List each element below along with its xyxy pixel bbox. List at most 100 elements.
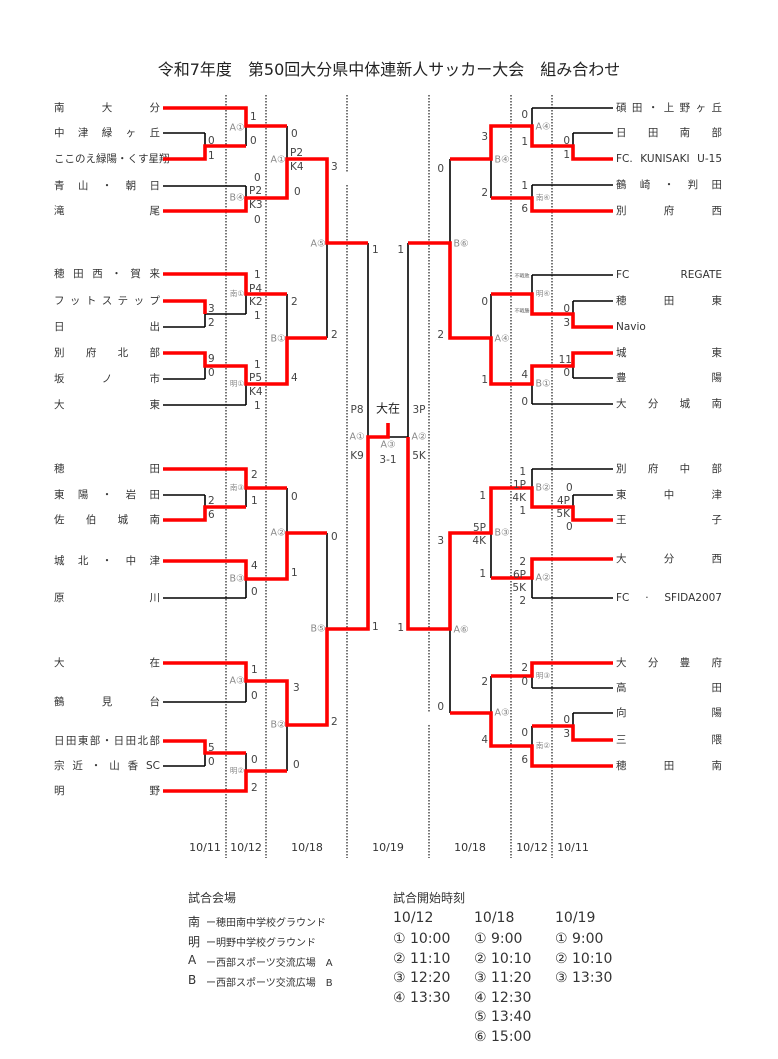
match-score: 1 [250,111,257,123]
match-venue-label: 明④ [536,289,550,298]
match-score: 5K [512,582,527,594]
match-score: 1 [372,244,379,256]
match-score: 1 [251,664,258,676]
match-score: 0 [251,690,258,702]
final-venue-label: A③ [380,440,395,451]
match-venue-label: B① [270,334,285,345]
match-score: 5P [473,522,486,534]
match-score: 1 [254,359,261,371]
match-score: 0 [254,172,261,184]
venue-name: ー明野中学校グラウンド [206,938,316,949]
match-venue-label: 南④ [536,192,550,202]
match-score: 3 [481,131,488,143]
match-venue-label: B④ [229,193,244,204]
match-score: 0 [521,727,528,739]
match-score: 4K [472,535,487,547]
team-name-right: 向陽 [616,707,722,719]
match-venue-label: B⑤ [310,624,325,635]
venue-name: ー西部スポーツ交流広場 A [206,958,333,969]
team-name-left: 坂ノ市 [54,373,160,385]
start-time: ③ 11:20 [474,970,532,986]
team-name-right: 三隈 [616,734,722,746]
winner-path [163,467,287,490]
team-name-right: 豊陽 [616,372,722,384]
winner-path [406,437,613,631]
match-score: 1 [397,622,404,634]
team-name-right: 城東 [616,347,722,359]
match-score: K4 [290,161,304,173]
team-name-right: 鶴崎・判田 [616,179,722,191]
match-score: 4 [291,372,298,384]
start-time: ② 10:10 [474,950,532,967]
winner-path [163,299,207,314]
team-name-right: FC. KUNISAKI U-15 [616,153,722,165]
match-score: 1 [563,149,570,161]
match-score: P2 [290,147,303,159]
team-name-right: 穂田南 [616,760,722,772]
venue-legend-heading: 試合会場 [188,891,237,905]
start-time: ⑤ 13:40 [474,1009,532,1025]
team-name-left: 明野 [54,785,160,797]
match-score: 6 [208,509,215,521]
match-score: 0 [331,531,338,543]
match-score: 3 [563,728,570,740]
match-venue-label: A③ [229,676,244,687]
winner-path [491,196,613,213]
match-venue-label: A② [535,573,550,584]
match-score: 2 [519,556,526,568]
match-score: 0 [437,701,444,713]
match-score: 0 [521,396,528,408]
team-name-right: FC · SFIDA2007 [616,592,722,604]
start-time: ② 10:10 [555,950,613,967]
team-name-right: FC REGATE [616,269,722,281]
match-score: 1 [208,150,215,162]
match-score: 0 [563,367,570,379]
venue-key: A [188,953,197,967]
match-score: 2 [291,296,298,308]
venue-key: 南 [188,915,201,929]
team-name-left: 城北・中津 [54,555,160,567]
match-score: 2 [208,317,215,329]
match-venue-label: B③ [494,528,509,539]
match-score: 6 [521,203,528,215]
match-venue-label: B② [270,720,285,731]
winner-path [450,124,613,161]
match-venue-label: 明③ [536,671,550,680]
match-venue-label: B④ [494,155,509,166]
match-score: 1 [481,374,488,386]
match-score: 0 [208,135,215,147]
match-venue-label: 南② [536,740,550,750]
match-score: P5 [249,372,262,384]
round-date: 10/11 [557,841,589,854]
team-name-left: 南大分 [54,102,160,114]
match-score: 1 [479,490,486,502]
team-name-left: 大在 [54,657,160,669]
start-time: ① 9:00 [474,931,523,947]
schedule-date: 10/12 [393,910,434,926]
start-time: ② 11:10 [393,950,451,967]
winner-path [532,724,613,742]
match-score: 3 [437,535,444,547]
team-name-left: 宗近・山香SC [54,760,160,772]
match-score: 4 [521,369,528,381]
winner-path [450,711,613,768]
match-score: 1P [513,479,526,491]
team-name-right: 大分西 [616,553,722,565]
match-score: 0 [563,135,570,147]
winner-path [163,423,390,727]
match-score: 0 [566,482,573,494]
match-score: 0 [293,759,300,771]
winner-path [163,531,327,581]
team-name-right: Navio [616,321,646,333]
match-score: P2 [249,185,262,197]
match-venue-label: B① [535,379,550,390]
start-time: ④ 13:30 [393,989,451,1006]
winner-path [163,157,368,245]
round-date: 10/18 [291,841,323,854]
match-score: 4P [557,495,570,507]
match-venue-label: 南① [230,288,244,298]
team-name-right: 日田南部 [616,127,722,139]
team-name-left: 別府北部 [54,347,160,359]
final-score: 3-1 [379,454,396,466]
match-venue-label: 南③ [230,482,244,492]
